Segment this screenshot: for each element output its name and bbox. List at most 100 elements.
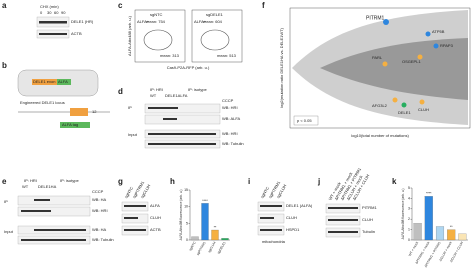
ip-label: IP: isotype [60,178,79,183]
exon-number: 12 [92,109,97,114]
blot [144,103,221,114]
row-label: WB: HRI [222,105,238,110]
section: Input [128,132,138,137]
band [328,231,358,233]
band [34,199,50,201]
y-label: ALFA-Atto488 fluorescence (arb. u.) [401,189,405,240]
significance: ** [450,225,453,229]
panel-label: g [118,177,123,186]
band [148,143,216,145]
y-tick-label: 15 [184,188,188,192]
gene-label: ATP5B [432,29,445,34]
row-label: WB: Tubulin [222,141,244,146]
row-label: PITRM1 [362,205,377,210]
x-tick-label: sgDELE1 [216,241,226,255]
band [124,205,146,207]
plot-frame [134,9,186,63]
plot-frame [191,9,243,63]
x-tick-label: sgCLUH [207,240,217,253]
mean: mean: 754 [146,19,166,24]
lanes: 0 30 60 90 [40,10,66,15]
y-label: ALFA-Atto488 fluorescence (arb. u.) [179,190,183,241]
treatment: CCCP [222,98,234,103]
x-tick-label: WT + mock [408,241,420,257]
alfa-box [57,79,71,85]
significance: **** [202,199,208,203]
population [143,29,173,51]
lane: 0 [40,10,43,15]
row-label: CLUH [150,215,161,220]
gene-label: DELE1 [398,110,411,115]
gene-point [401,102,407,108]
gene-label: PITRM1 [366,15,385,21]
y-tick-label: 4 [408,196,410,200]
part-label: DELE1 exon [33,79,55,84]
y-tick-label: 0 [408,238,410,242]
gate: ALFA+ [137,19,150,24]
bar [211,229,219,241]
band [260,229,282,231]
band [328,219,358,221]
panel-label: a [2,1,7,10]
gene-point [383,19,389,25]
significance: ** [214,225,217,229]
gene-label: PARL [372,55,383,60]
y-tick-label: 5 [186,221,188,225]
row-label: HSPD1 [286,227,300,232]
x-label: Cas9-P2A-RFP (arb. u.) [167,65,210,70]
band [124,229,146,231]
lane: 90 [61,10,66,15]
row-label: WB: ALFA [222,116,241,121]
bar [413,223,422,241]
y-tick-label: 2 [408,217,410,221]
y-tick-label: 1 [408,228,410,232]
legend [293,115,319,126]
gene-label: OSGEPL1 [402,59,421,64]
bar [191,236,199,241]
lane: 30 [47,10,52,15]
row-label: Tubulin [362,229,375,234]
row-label: ACTB [71,31,82,36]
lane: DELE1ALFA [165,93,188,98]
y-tick-label: 5 [408,186,410,190]
band [163,118,177,120]
row-label: WB: HA [92,197,107,202]
row-label: ALFA [150,203,160,208]
tag-label: ALFA tag [62,122,78,127]
tag [60,122,90,128]
gene-point [382,61,388,67]
band [260,217,274,219]
ip-label: IP: HRI [150,87,163,92]
x-label: log10(total number of mutations) [351,133,409,138]
blot [17,206,91,217]
significance: **** [426,192,432,196]
mean: mean: 313 [160,53,180,58]
lane: sgNTC [259,186,270,199]
legend-label: p < 0.05 [297,118,312,123]
y-label: ALFA-Atto488 (arb. u.) [127,15,132,56]
band [39,21,67,24]
plot-title: sgDELE1 [206,12,224,17]
panel-label: h [170,177,175,186]
band [34,229,86,231]
gene-point [417,54,423,60]
gene-point [419,99,425,105]
x-tick-label: sgNTC [188,240,197,251]
panel-label: i [248,177,250,186]
row-label: CLUH [286,215,297,220]
section: Input [4,229,14,234]
gene-point [392,97,398,103]
gate: ALFA+ [194,19,207,24]
y-label: log2(mutation ratio DELE1HA vs. DELE1WT) [279,27,284,107]
row-label: WB: HRI [92,208,108,213]
row-label: DELE1 (ALFA) [286,203,313,208]
ip-label: IP: isotype [188,87,207,92]
band [39,33,67,35]
plot-title: sgNTC [150,12,163,17]
part-label: ALFA [58,79,68,84]
lane: DELE1HA [38,184,57,189]
bar [201,203,209,241]
x-tick-label: sgPITRM1 [196,241,207,256]
band [124,217,138,219]
band [328,207,358,209]
